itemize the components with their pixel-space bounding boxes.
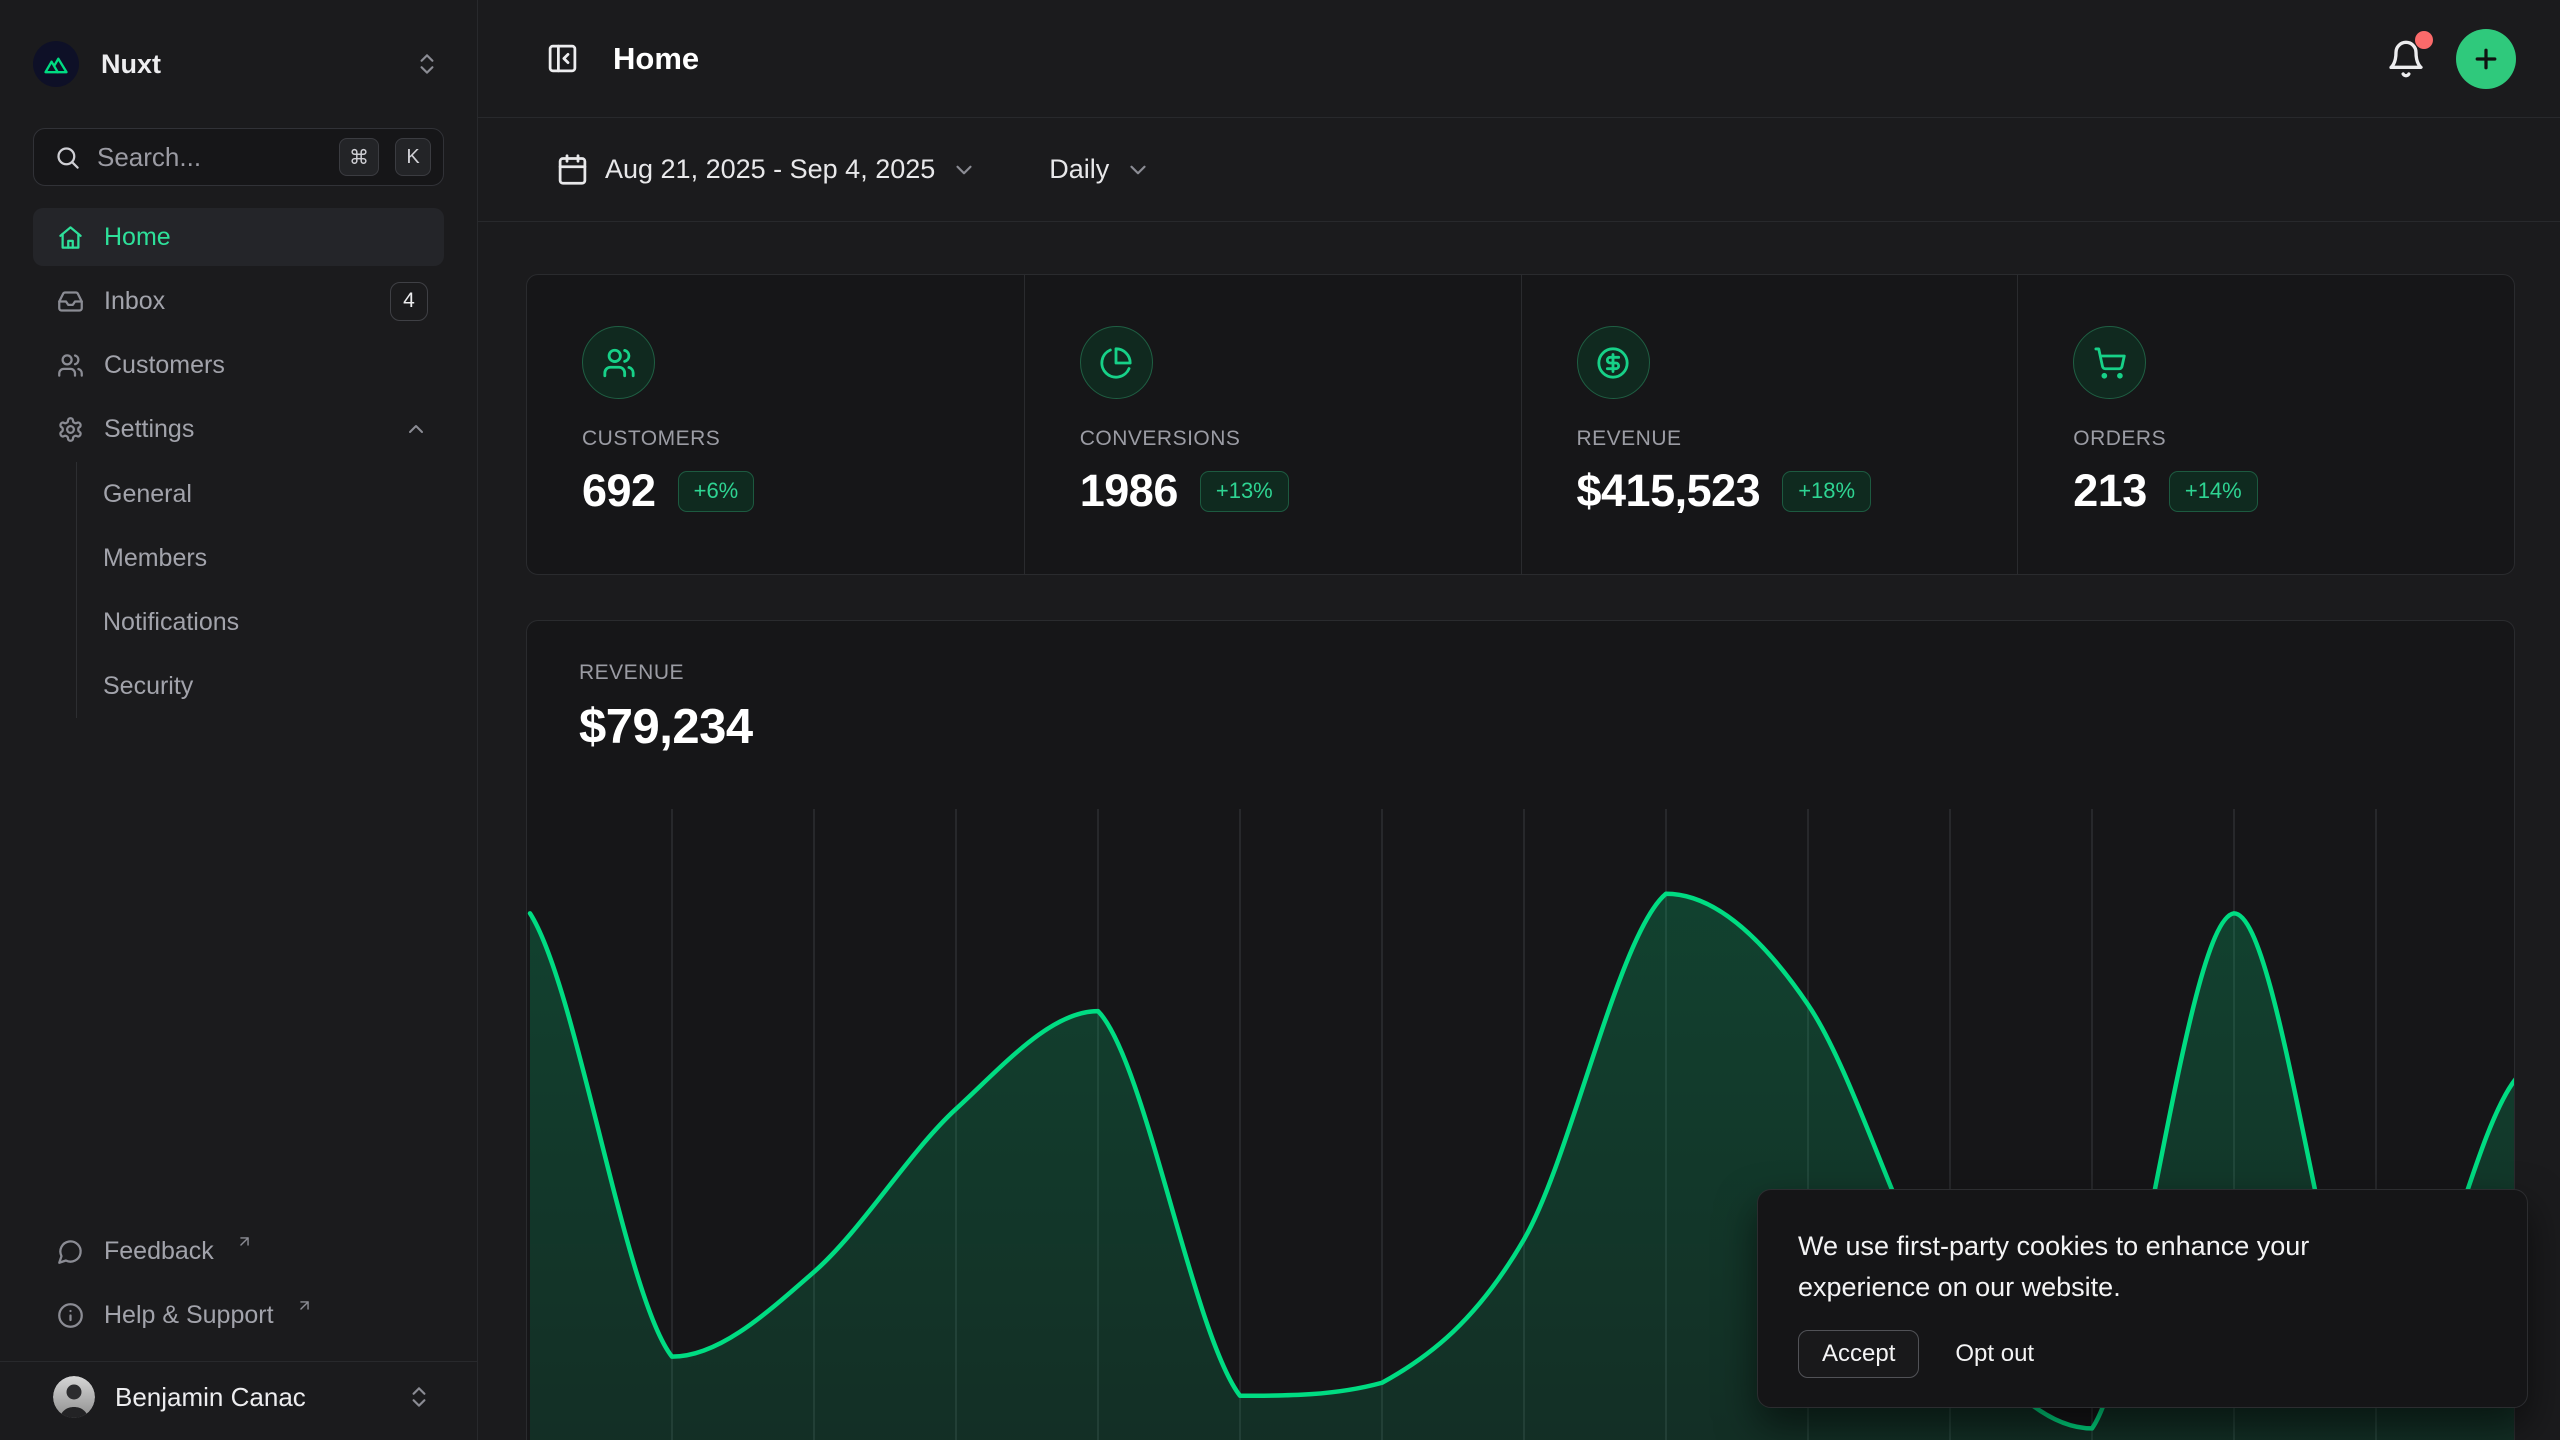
granularity-value: Daily [1049, 154, 1109, 185]
notification-dot [2415, 31, 2433, 49]
shopping-cart-icon [2073, 326, 2146, 399]
inbox-count-badge: 4 [390, 282, 428, 321]
info-circle-icon [57, 1302, 84, 1329]
calendar-icon [556, 153, 589, 186]
sidebar-item-customers[interactable]: Customers [33, 336, 444, 394]
revenue-chart-total: $79,234 [579, 699, 2514, 755]
chevron-up-icon [404, 417, 428, 441]
avatar [53, 1376, 95, 1418]
sidebar-nav: Home Inbox 4 Customers Settings [33, 208, 444, 458]
stat-change-badge: +13% [1200, 471, 1289, 512]
inbox-icon [57, 288, 84, 315]
users-icon [57, 352, 84, 379]
stat-value: $415,523 [1577, 465, 1761, 517]
sidebar-item-general[interactable]: General [103, 462, 444, 526]
search-input[interactable]: Search... ⌘ K [33, 128, 444, 186]
stat-card-conversions[interactable]: CONVERSIONS 1986 +13% [1024, 275, 1521, 574]
cookie-optout-button[interactable]: Opt out [1955, 1340, 2034, 1368]
nuxt-logo [33, 41, 79, 87]
sidebar-footer: Feedback Help & Support [33, 1223, 444, 1345]
user-menu[interactable]: Benjamin Canac [33, 1362, 444, 1424]
cookie-message: We use first-party cookies to enhance yo… [1798, 1226, 2408, 1308]
stat-label: REVENUE [1577, 427, 1988, 451]
stat-value: 692 [582, 465, 656, 517]
top-navbar: Home [478, 0, 2560, 118]
feedback-label: Feedback [104, 1237, 214, 1266]
add-button[interactable] [2456, 29, 2516, 89]
stat-card-revenue[interactable]: REVENUE $415,523 +18% [1521, 275, 2018, 574]
settings-subnav: General Members Notifications Security [76, 462, 444, 718]
external-link-icon [296, 1297, 313, 1314]
page-title: Home [613, 41, 699, 77]
chevrons-up-down-icon [402, 1380, 436, 1414]
stats-row: CUSTOMERS 692 +6% CONVERSIONS 1986 +13% [526, 274, 2515, 575]
kbd-meta: ⌘ [339, 138, 379, 176]
stat-value: 213 [2073, 465, 2147, 517]
sidebar: Nuxt Search... ⌘ K Home Inbox 4 [0, 0, 478, 1440]
sidebar-item-label: Customers [104, 351, 225, 380]
dashboard-toolbar: Aug 21, 2025 - Sep 4, 2025 Daily [478, 118, 2560, 222]
help-support-label: Help & Support [104, 1301, 274, 1330]
stat-value: 1986 [1080, 465, 1178, 517]
date-range-value: Aug 21, 2025 - Sep 4, 2025 [605, 154, 935, 185]
workspace-name: Nuxt [101, 49, 388, 80]
kbd-k: K [395, 138, 431, 176]
sidebar-item-inbox[interactable]: Inbox 4 [33, 272, 444, 330]
home-icon [57, 224, 84, 251]
cookie-accept-button[interactable]: Accept [1798, 1330, 1919, 1378]
external-link-icon [236, 1233, 253, 1250]
sidebar-item-label: Inbox [104, 287, 370, 316]
date-range-picker[interactable]: Aug 21, 2025 - Sep 4, 2025 [556, 153, 977, 186]
stat-change-badge: +18% [1782, 471, 1871, 512]
revenue-chart-label: REVENUE [579, 661, 2514, 685]
workspace-switcher[interactable]: Nuxt [33, 0, 444, 128]
stat-label: ORDERS [2073, 427, 2484, 451]
users-stat-icon [582, 326, 655, 399]
feedback-link[interactable]: Feedback [33, 1223, 444, 1281]
pie-chart-icon [1080, 326, 1153, 399]
help-support-link[interactable]: Help & Support [33, 1287, 444, 1345]
sidebar-item-home[interactable]: Home [33, 208, 444, 266]
sidebar-item-security[interactable]: Security [103, 654, 444, 718]
search-placeholder: Search... [97, 142, 323, 173]
stat-label: CUSTOMERS [582, 427, 994, 451]
sidebar-item-label: Home [104, 223, 171, 252]
stat-card-customers[interactable]: CUSTOMERS 692 +6% [527, 275, 1024, 574]
sidebar-item-settings[interactable]: Settings [33, 400, 444, 458]
chevron-down-icon [951, 157, 977, 183]
stat-change-badge: +6% [678, 471, 755, 512]
gear-icon [57, 416, 84, 443]
granularity-select[interactable]: Daily [1049, 154, 1151, 185]
cookie-banner: We use first-party cookies to enhance yo… [1757, 1189, 2528, 1408]
notifications-button[interactable] [2382, 35, 2430, 83]
plus-icon [2471, 44, 2501, 74]
user-name: Benjamin Canac [115, 1382, 382, 1413]
chevron-down-icon [1125, 157, 1151, 183]
sidebar-item-notifications[interactable]: Notifications [103, 590, 444, 654]
chevrons-up-down-icon[interactable] [410, 47, 444, 81]
sidebar-spacer [33, 718, 444, 1223]
sidebar-item-label: Settings [104, 415, 384, 444]
dollar-circle-icon [1577, 326, 1650, 399]
search-icon [54, 144, 81, 171]
message-bubble-icon [57, 1238, 84, 1265]
stat-card-orders[interactable]: ORDERS 213 +14% [2017, 275, 2514, 574]
sidebar-item-members[interactable]: Members [103, 526, 444, 590]
collapse-sidebar-icon[interactable] [542, 38, 583, 79]
stat-change-badge: +14% [2169, 471, 2258, 512]
stat-label: CONVERSIONS [1080, 427, 1491, 451]
